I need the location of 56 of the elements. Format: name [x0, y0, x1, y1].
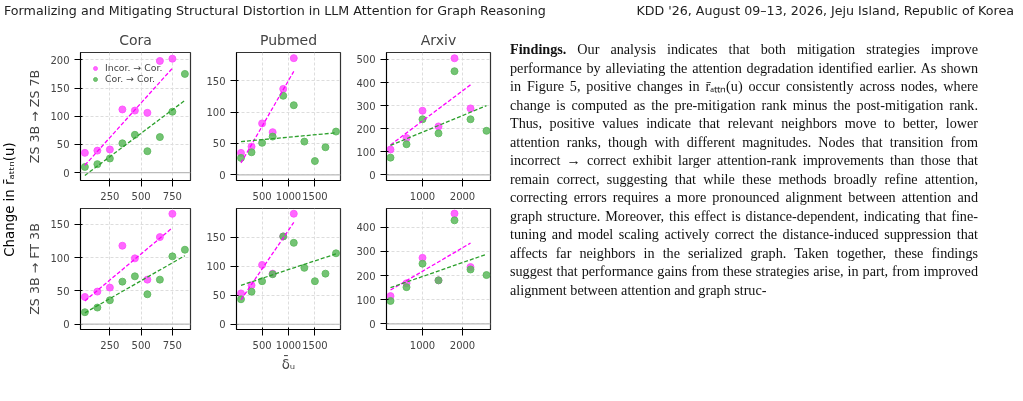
- x-tick-label: 500: [252, 339, 272, 351]
- y-tick-label: 100: [50, 111, 70, 123]
- y-tick-label: 100: [50, 252, 70, 264]
- y-tick-label: 0: [63, 167, 70, 179]
- text: KDD '26, August 09–13, 2026, Jeju Island, Republic of Korea: [636, 2, 1014, 20]
- x-tick-label: 500: [131, 190, 151, 202]
- y-tick-label: 0: [63, 319, 70, 331]
- y-tick-label: 300: [356, 246, 376, 258]
- y-tick-label: 200: [356, 270, 376, 282]
- y-tick-label: 0: [219, 319, 226, 331]
- text: Findings.: [510, 41, 567, 57]
- x-tick-label: 1000: [409, 190, 436, 202]
- y-tick-label: 150: [206, 75, 226, 87]
- x-tick-label: 250: [100, 190, 120, 202]
- y-tick-label: 150: [50, 83, 70, 95]
- x-tick-label: 1000: [409, 339, 436, 351]
- y-axis-title: ZS 3B → ZS 7B: [27, 69, 43, 164]
- legend-label: Incor. → Cor.: [105, 62, 163, 73]
- text: Change in r̄ₐₜₜₙ(u): [2, 142, 17, 257]
- y-tick-label: 400: [356, 77, 376, 89]
- x-tick-label: 750: [162, 190, 182, 202]
- y-axis-title: ZS 3B → FT 3B: [27, 223, 43, 315]
- x-tick-label: 250: [100, 339, 120, 351]
- y-tick-label: 50: [56, 285, 70, 297]
- legend-label: Cor. → Cor.: [105, 73, 156, 84]
- y-tick-label: 300: [356, 100, 376, 112]
- y-tick-label: 500: [356, 54, 376, 66]
- y-tick-label: 50: [212, 138, 226, 150]
- y-tick-label: 100: [206, 261, 226, 273]
- y-tick-label: 50: [212, 290, 226, 302]
- y-tick-label: 400: [356, 222, 376, 234]
- y-tick-label: 0: [369, 169, 376, 181]
- y-tick-label: 100: [356, 146, 376, 158]
- chart-title: Pubmed: [259, 31, 318, 48]
- y-tick-label: 150: [206, 232, 226, 243]
- y-tick-label: 0: [369, 318, 376, 330]
- x-tick-label: 2000: [449, 339, 476, 351]
- x-tick-label: 1500: [302, 339, 328, 351]
- x-tick-label: 500: [252, 190, 272, 202]
- x-tick-label: 2000: [449, 190, 476, 202]
- x-tick-label: 750: [162, 339, 182, 351]
- x-tick-label: 1500: [302, 190, 328, 202]
- text: Formalizing and Mitigating Structural Distortion in LLM Attention for Graph Reasoning: [4, 2, 546, 20]
- y-tick-label: 200: [50, 54, 70, 66]
- x-tick-label: 500: [131, 339, 151, 351]
- y-tick-label: 200: [356, 123, 376, 135]
- y-tick-label: 100: [206, 107, 226, 119]
- x-tick-label: 1000: [275, 190, 302, 202]
- y-tick-label: 150: [50, 219, 70, 231]
- chart-title: Cora: [119, 31, 152, 48]
- y-tick-label: 50: [56, 139, 70, 151]
- y-tick-label: 100: [356, 294, 376, 306]
- x-tick-label: 1000: [275, 339, 302, 351]
- x-axis-title: δ̄ᵤ: [281, 355, 296, 372]
- y-tick-label: 0: [219, 169, 226, 181]
- chart-title: Arxiv: [420, 31, 457, 48]
